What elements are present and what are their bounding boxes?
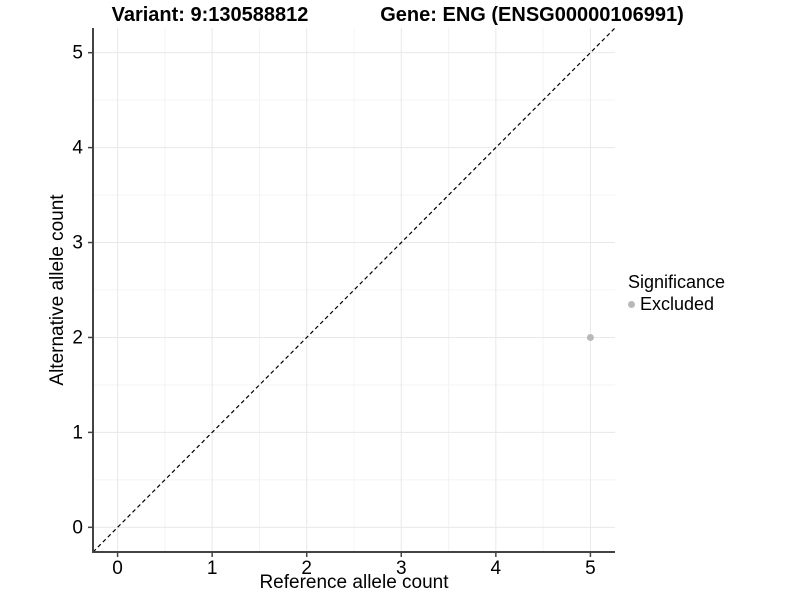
x-axis-title: Reference allele count	[259, 572, 449, 593]
data-points	[586, 333, 594, 341]
x-tick-label: 3	[396, 558, 407, 579]
axis-ticks	[88, 51, 592, 557]
y-tick-label: 1	[72, 422, 83, 443]
tick-labels: 0 1 2 3 4 5 0 1 2 3 4 5	[72, 43, 595, 579]
data-point	[586, 333, 594, 341]
x-tick-label: 2	[301, 558, 312, 579]
y-tick-label: 4	[72, 138, 83, 159]
y-tick-label: 0	[72, 517, 83, 538]
excluded-point-icon	[628, 300, 635, 308]
x-tick-label: 1	[207, 558, 218, 579]
x-tick-label: 5	[585, 558, 596, 579]
major-gridlines	[93, 28, 615, 552]
identity-dashed-line	[92, 27, 616, 553]
y-tick-label: 2	[72, 327, 83, 348]
y-tick-label: 3	[72, 233, 83, 254]
legend-item-label: Excluded	[640, 294, 715, 314]
minor-gridlines	[93, 28, 615, 552]
axis-lines	[92, 28, 615, 553]
legend-item-excluded: Excluded	[628, 293, 725, 315]
x-tick-label: 4	[491, 558, 502, 579]
x-tick-label: 0	[112, 558, 123, 579]
legend-title: Significance	[628, 272, 726, 292]
variant-title: Variant: 9:130588812	[111, 4, 309, 26]
y-axis-title: Alternative allele count	[47, 194, 68, 386]
gene-title: Gene: ENG (ENSG00000106991)	[380, 4, 684, 26]
legend: Significance Excluded	[628, 271, 725, 315]
y-tick-label: 5	[72, 43, 83, 64]
